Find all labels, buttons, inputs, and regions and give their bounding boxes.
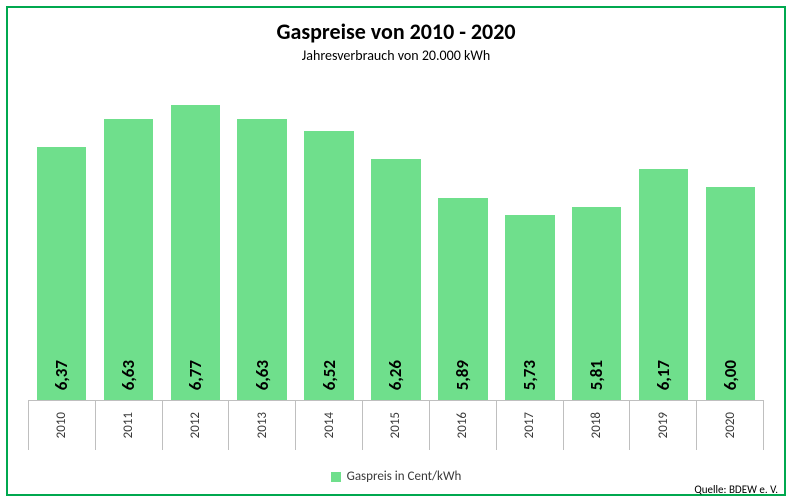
x-tick-label: 2019 <box>656 412 671 438</box>
x-tick-cell: 2012 <box>163 401 230 450</box>
bar-value-label: 6,00 <box>720 350 741 400</box>
chart-frame: Gaspreise von 2010 - 2020 Jahresverbrauc… <box>6 6 786 496</box>
bar-value-label: 5,81 <box>586 350 607 400</box>
bar-slot: 6,37 <box>28 80 95 400</box>
x-tick-label: 2011 <box>121 412 136 438</box>
x-tick-cell: 2014 <box>296 401 363 450</box>
bar: 6,26 <box>371 159 421 400</box>
bar-value-label: 6,63 <box>252 350 273 400</box>
bar: 6,63 <box>104 119 154 400</box>
bar-slot: 6,52 <box>296 80 363 400</box>
bar: 6,00 <box>706 187 756 400</box>
x-tick-cell: 2015 <box>363 401 430 450</box>
bar-value-label: 6,26 <box>385 350 406 400</box>
bar: 6,52 <box>304 131 354 400</box>
source-text: Quelle: BDEW e. V. <box>694 483 778 496</box>
bar-slot: 5,81 <box>563 80 630 400</box>
bar-slot: 6,26 <box>363 80 430 400</box>
x-tick-label: 2015 <box>388 412 403 438</box>
bar-slot: 6,77 <box>162 80 229 400</box>
bar-value-label: 6,52 <box>319 350 340 400</box>
x-tick-label: 2013 <box>255 412 270 438</box>
bar-value-label: 6,77 <box>185 350 206 400</box>
legend-swatch <box>331 472 341 482</box>
bar-slot: 6,63 <box>95 80 162 400</box>
bar: 6,37 <box>37 147 87 400</box>
bar: 5,73 <box>505 215 555 400</box>
x-tick-cell: 2018 <box>564 401 631 450</box>
bar-slot: 6,00 <box>697 80 764 400</box>
bar: 6,63 <box>237 119 287 400</box>
x-tick-cell: 2020 <box>697 401 764 450</box>
x-tick-cell: 2016 <box>430 401 497 450</box>
bar-value-label: 5,73 <box>519 350 540 400</box>
bar-slot: 6,63 <box>229 80 296 400</box>
x-axis: 2010 2011 2012 2013 2014 2015 2016 2017 2018 2019… <box>28 400 764 450</box>
x-tick-label: 2020 <box>723 412 738 438</box>
bar-value-label: 6,37 <box>51 350 72 400</box>
bar-slot: 5,89 <box>429 80 496 400</box>
x-tick-cell: 2017 <box>497 401 564 450</box>
legend-label: Gaspreis in Cent/kWh <box>347 469 462 484</box>
bar: 6,77 <box>171 105 221 400</box>
x-tick-cell: 2011 <box>96 401 163 450</box>
x-tick-label: 2014 <box>322 412 337 438</box>
bar-value-label: 6,63 <box>118 350 139 400</box>
bar: 5,89 <box>438 198 488 400</box>
bar: 6,17 <box>639 169 689 400</box>
x-tick-label: 2016 <box>455 412 470 438</box>
bar-value-label: 5,89 <box>452 350 473 400</box>
x-tick-label: 2010 <box>54 412 69 438</box>
x-tick-cell: 2010 <box>28 401 96 450</box>
chart-subtitle: Jahresverbrauch von 20.000 kWh <box>8 47 784 64</box>
chart-title: Gaspreise von 2010 - 2020 <box>8 8 784 45</box>
x-tick-cell: 2013 <box>229 401 296 450</box>
bar-slot: 5,73 <box>496 80 563 400</box>
x-tick-label: 2012 <box>188 412 203 438</box>
plot-area: 6,37 6,63 6,77 6,63 6,52 6,26 5,89 5,73 5,81 6,17… <box>28 80 764 400</box>
bar: 5,81 <box>572 207 622 400</box>
x-tick-cell: 2019 <box>630 401 697 450</box>
x-tick-label: 2017 <box>522 412 537 438</box>
legend: Gaspreis in Cent/kWh <box>8 469 784 484</box>
x-tick-label: 2018 <box>589 412 604 438</box>
bar-value-label: 6,17 <box>653 350 674 400</box>
bar-slot: 6,17 <box>630 80 697 400</box>
